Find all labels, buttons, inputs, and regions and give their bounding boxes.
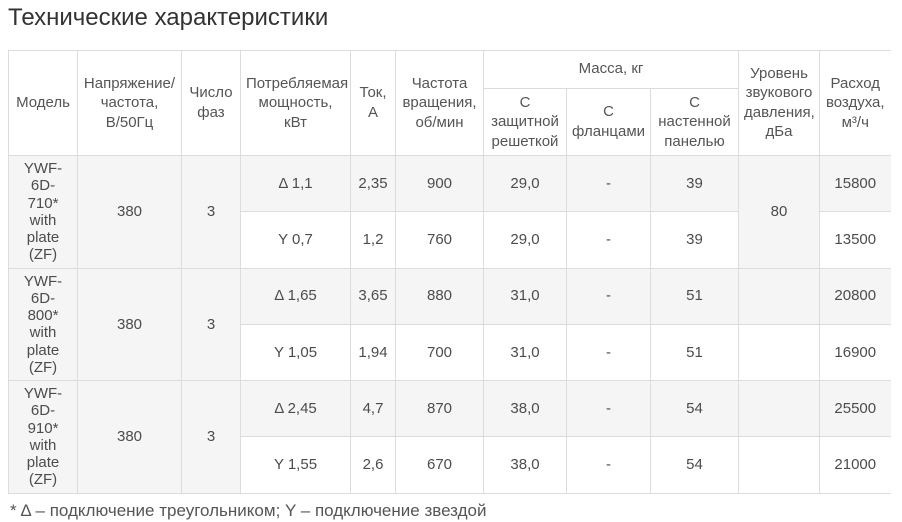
power-cell: Δ 1,65	[240, 267, 351, 325]
header-sound-level: Уровень звукового давления, дБа	[738, 49, 821, 157]
voltage-cell: 380	[77, 380, 182, 494]
header-row-1: Модель Напряжение/ частота, В/50Гц Число…	[8, 49, 891, 157]
airflow-cell: 15800	[819, 155, 891, 213]
current-cell: 1,2	[350, 211, 396, 269]
data-row-star-710: Y 0,7 1,2 760 29,0 - 39 13500	[9, 211, 891, 269]
power-cell: Y 1,05	[240, 323, 351, 382]
speed-cell: 870	[395, 380, 484, 438]
current-cell: 4,7	[350, 380, 396, 438]
phases-cell: 3	[181, 155, 241, 269]
sound-level-cell	[738, 267, 821, 325]
page-title: Технические характеристики	[8, 4, 329, 31]
mass-grid-cell: 31,0	[483, 323, 567, 382]
phases-cell: 3	[181, 380, 241, 494]
table-header: Модель Напряжение/ частота, В/50Гц Число…	[8, 49, 891, 157]
voltage-cell: 380	[77, 267, 182, 382]
mass-panel-cell: 54	[649, 380, 740, 438]
speed-cell: 880	[395, 267, 484, 325]
header-voltage: Напряжение/ частота, В/50Гц	[77, 49, 182, 157]
header-power: Потребляемая мощность, кВт	[240, 49, 351, 157]
table-body: YWF-6D-710* with plate (ZF) 380 3 Δ 1,1 …	[8, 155, 891, 494]
airflow-cell: 20800	[819, 267, 891, 325]
airflow-cell: 16900	[819, 323, 891, 382]
current-cell: 1,94	[350, 323, 396, 382]
header-current: Ток, А	[350, 49, 396, 157]
power-cell: Δ 1,1	[240, 155, 351, 213]
phases-cell: 3	[181, 267, 241, 382]
model-cell: YWF-6D-800* with plate (ZF)	[8, 267, 78, 382]
model-cell: YWF-6D-710* with plate (ZF)	[8, 155, 78, 269]
header-phases: Число фаз	[181, 49, 241, 157]
power-cell: Δ 2,45	[240, 380, 351, 438]
current-cell: 3,65	[350, 267, 396, 325]
voltage-cell: 380	[77, 155, 182, 269]
mass-panel-cell: 39	[649, 211, 740, 269]
header-row-2: С защитной решеткой С фланцами С настенн…	[9, 87, 891, 157]
mass-panel-cell: 54	[649, 436, 740, 494]
power-cell: Y 1,55	[240, 436, 351, 494]
data-row-star-910: Y 1,55 2,6 670 38,0 - 54 21000	[9, 436, 891, 494]
specs-table: Модель Напряжение/ частота, В/50Гц Число…	[8, 49, 891, 494]
data-row-delta-910: YWF-6D-910* with plate (ZF) 380 3 Δ 2,45…	[8, 380, 891, 494]
mass-grid-cell: 38,0	[483, 380, 567, 438]
mass-flange-cell: -	[566, 436, 651, 494]
mass-panel-cell: 51	[649, 323, 740, 382]
speed-cell: 900	[395, 155, 484, 213]
footnote: * Δ – подключение треугольником; Y – под…	[10, 500, 487, 520]
sound-level-cell	[738, 380, 821, 438]
header-speed: Частота вращения, об/мин	[395, 49, 484, 157]
power-cell: Y 0,7	[240, 211, 351, 269]
model-cell: YWF-6D-910* with plate (ZF)	[8, 380, 78, 494]
data-row-delta-710: YWF-6D-710* with plate (ZF) 380 3 Δ 1,1 …	[8, 155, 891, 269]
mass-grid-cell: 29,0	[483, 211, 567, 269]
header-mass-grid: С защитной решеткой	[483, 87, 567, 157]
header-model: Модель	[8, 49, 78, 157]
mass-flange-cell: -	[566, 211, 651, 269]
airflow-cell: 25500	[819, 380, 891, 438]
speed-cell: 670	[395, 436, 484, 494]
data-row-star-800: Y 1,05 1,94 700 31,0 - 51 16900	[9, 323, 891, 382]
sound-level-cell	[738, 323, 821, 382]
header-mass-flange: С фланцами	[566, 87, 651, 157]
sound-level-cell: 80	[738, 155, 821, 269]
current-cell: 2,35	[350, 155, 396, 213]
mass-grid-cell: 29,0	[483, 155, 567, 213]
mass-panel-cell: 39	[649, 155, 740, 213]
header-airflow: Расход воздуха, м³/ч	[819, 49, 891, 157]
mass-flange-cell: -	[566, 323, 651, 382]
speed-cell: 700	[395, 323, 484, 382]
sound-level-cell	[738, 436, 821, 494]
airflow-cell: 13500	[819, 211, 891, 269]
mass-grid-cell: 38,0	[483, 436, 567, 494]
mass-flange-cell: -	[566, 155, 651, 213]
mass-grid-cell: 31,0	[483, 267, 567, 325]
airflow-cell: 21000	[819, 436, 891, 494]
mass-flange-cell: -	[566, 267, 651, 325]
current-cell: 2,6	[350, 436, 396, 494]
header-mass-panel: С настенной панелью	[649, 87, 740, 157]
mass-panel-cell: 51	[649, 267, 740, 325]
mass-flange-cell: -	[566, 380, 651, 438]
data-row-delta-800: YWF-6D-800* with plate (ZF) 380 3 Δ 1,65…	[8, 267, 891, 382]
header-mass-group: Масса, кг	[482, 49, 740, 89]
speed-cell: 760	[395, 211, 484, 269]
